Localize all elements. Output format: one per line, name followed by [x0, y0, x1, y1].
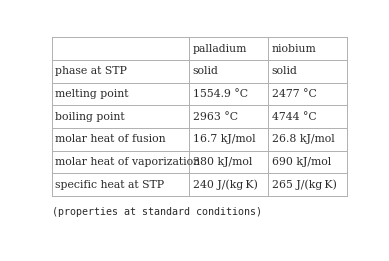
Text: molar heat of fusion: molar heat of fusion: [55, 134, 166, 144]
Text: molar heat of vaporization: molar heat of vaporization: [55, 157, 200, 167]
Text: melting point: melting point: [55, 89, 129, 99]
Text: specific heat at STP: specific heat at STP: [55, 180, 165, 190]
Text: 2477 °C: 2477 °C: [272, 89, 316, 99]
Text: (properties at standard conditions): (properties at standard conditions): [52, 207, 262, 217]
Text: 265 J/(kg K): 265 J/(kg K): [272, 180, 336, 190]
Text: 16.7 kJ/mol: 16.7 kJ/mol: [193, 134, 255, 144]
Text: niobium: niobium: [272, 44, 316, 54]
Text: 26.8 kJ/mol: 26.8 kJ/mol: [272, 134, 334, 144]
Text: 4744 °C: 4744 °C: [272, 112, 316, 122]
Text: 380 kJ/mol: 380 kJ/mol: [193, 157, 252, 167]
Text: 2963 °C: 2963 °C: [193, 112, 238, 122]
Text: 690 kJ/mol: 690 kJ/mol: [272, 157, 331, 167]
Text: 240 J/(kg K): 240 J/(kg K): [193, 180, 258, 190]
Text: solid: solid: [193, 66, 219, 76]
Text: palladium: palladium: [193, 44, 247, 54]
Text: 1554.9 °C: 1554.9 °C: [193, 89, 248, 99]
Text: boiling point: boiling point: [55, 112, 125, 122]
Text: solid: solid: [272, 66, 298, 76]
Text: phase at STP: phase at STP: [55, 66, 127, 76]
